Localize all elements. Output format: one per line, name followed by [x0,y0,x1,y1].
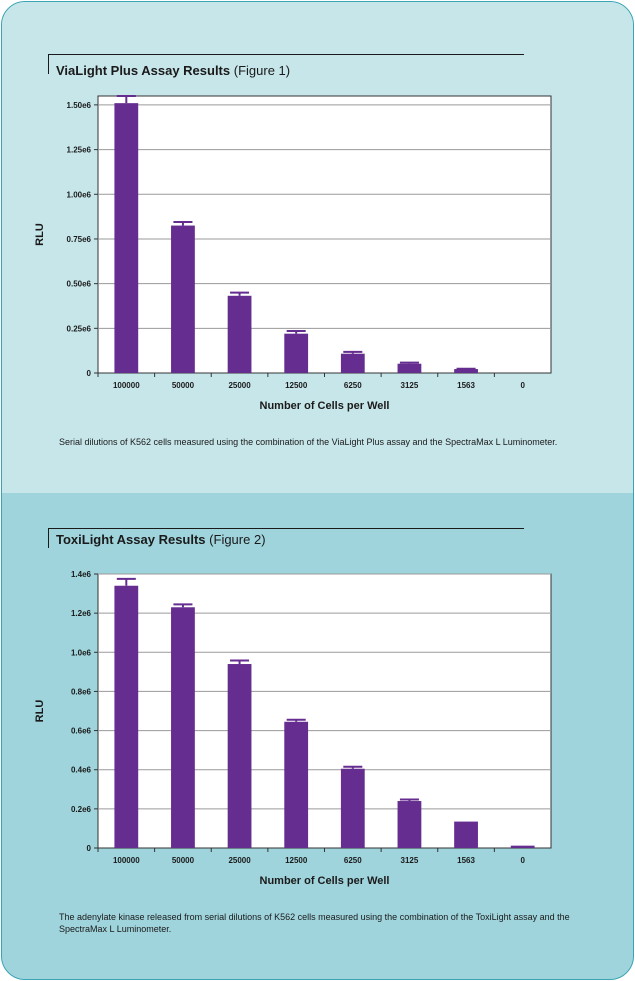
figure-2-section: ToxiLight Assay Results (Figure 2) 0 0.2e… [2,493,633,979]
chart2-x-axis-label: Number of Cells per Well [260,875,390,887]
chart1-plot-area [97,95,552,374]
chart1-x-tick-label: 50000 [172,381,195,390]
chart2-x-tick-label: 3125 [401,856,419,865]
chart1-y-tick-label: 1.00e6 [67,190,92,199]
chart1-y-tick-label: 0.75e6 [67,235,92,244]
figure-1-title: ViaLight Plus Assay Results (Figure 1) [56,63,290,78]
chart1-x-axis-label: Number of Cells per Well [260,400,390,412]
figure-2-caption: The adenylate kinase released from seria… [59,912,570,934]
chart1-x-tick-label: 1563 [457,381,475,390]
chart1-bar [227,295,252,373]
figure-2-title: ToxiLight Assay Results (Figure 2) [56,532,266,547]
chart2-x-tick-label: 100000 [113,856,140,865]
chart1-y-tick-label: 0.25e6 [67,324,92,333]
chart2-x-tick-label: 12500 [285,856,308,865]
chart2-y-tick-label: 0.6e6 [71,727,92,736]
figure-1-number: (Figure 1) [233,63,291,78]
chart1-x-tick-label: 12500 [285,381,308,390]
chart2-bar [284,721,309,848]
chart1-x-tick-label: 3125 [401,381,419,390]
figure-1-header-rule [48,54,524,55]
chart2-y-tick-label: 0 [87,844,92,853]
chart1-bar [284,333,309,373]
chart1-y-tick-label: 0 [87,369,92,378]
figure-2-number: (Figure 2) [209,532,266,547]
chart2-x-tick-label: 0 [520,856,525,865]
figure-1-header-tick [48,54,49,74]
chart1-bar [171,225,195,373]
chart1-x-tick-label: 25000 [228,381,251,390]
figure-1-chart: 0 0.25e6 0.50e6 0.75e6 1.00e6 1.25e6 1.50e6 100… [34,95,552,412]
chart1-bar [114,103,139,374]
chart2-plot-area [97,573,552,849]
chart2-bar [227,664,252,848]
chart1-bar [397,363,422,373]
chart1-x-tick-label: 100000 [113,381,140,390]
figure-2-title-text: ToxiLight Assay Results [56,532,206,547]
chart2-x-tick-label: 1563 [457,856,475,865]
chart2-bar [454,821,478,848]
chart1-y-tick-label: 1.50e6 [67,101,92,110]
chart2-bar [397,801,422,848]
chart1-bar [454,369,478,373]
chart2-x-tick-label: 25000 [228,856,251,865]
chart2-y-axis-label: RLU [34,700,46,723]
chart2-x-tick-label: 50000 [172,856,195,865]
figure-1-title-text: ViaLight Plus Assay Results [56,63,231,78]
chart2-y-tick-label: 0.2e6 [71,805,92,814]
chart2-bar [114,585,139,848]
chart2-y-tick-label: 1.2e6 [71,609,92,618]
chart1-y-axis-label: RLU [34,223,46,246]
chart2-bar [340,768,365,848]
figure-1-section: ViaLight Plus Assay Results (Figure 1) 0… [2,2,633,493]
chart1-y-tick-label: 1.25e6 [67,146,92,155]
chart2-y-tick-label: 1.4e6 [71,570,92,579]
chart1-y-tick-label: 0.50e6 [67,280,92,289]
figure-2-header-tick [48,528,49,548]
figure-2-chart: 0 0.2e6 0.4e6 0.6e6 0.8e6 1.0e6 1.2e6 1.4e6 1000… [34,570,552,887]
chart1-x-tick-label: 6250 [344,381,362,390]
chart2-y-tick-label: 1.0e6 [71,648,92,657]
figure-1-caption: Serial dilutions of K562 cells measured … [59,437,558,447]
chart2-x-tick-label: 6250 [344,856,362,865]
chart2-y-tick-label: 0.4e6 [71,766,92,775]
chart2-bar [510,845,535,848]
chart2-y-tick-label: 0.8e6 [71,687,92,696]
chart1-bar [340,353,365,373]
chart1-x-tick-label: 0 [520,381,525,390]
chart2-bar [171,607,195,848]
figure-2-header-rule [48,528,524,529]
